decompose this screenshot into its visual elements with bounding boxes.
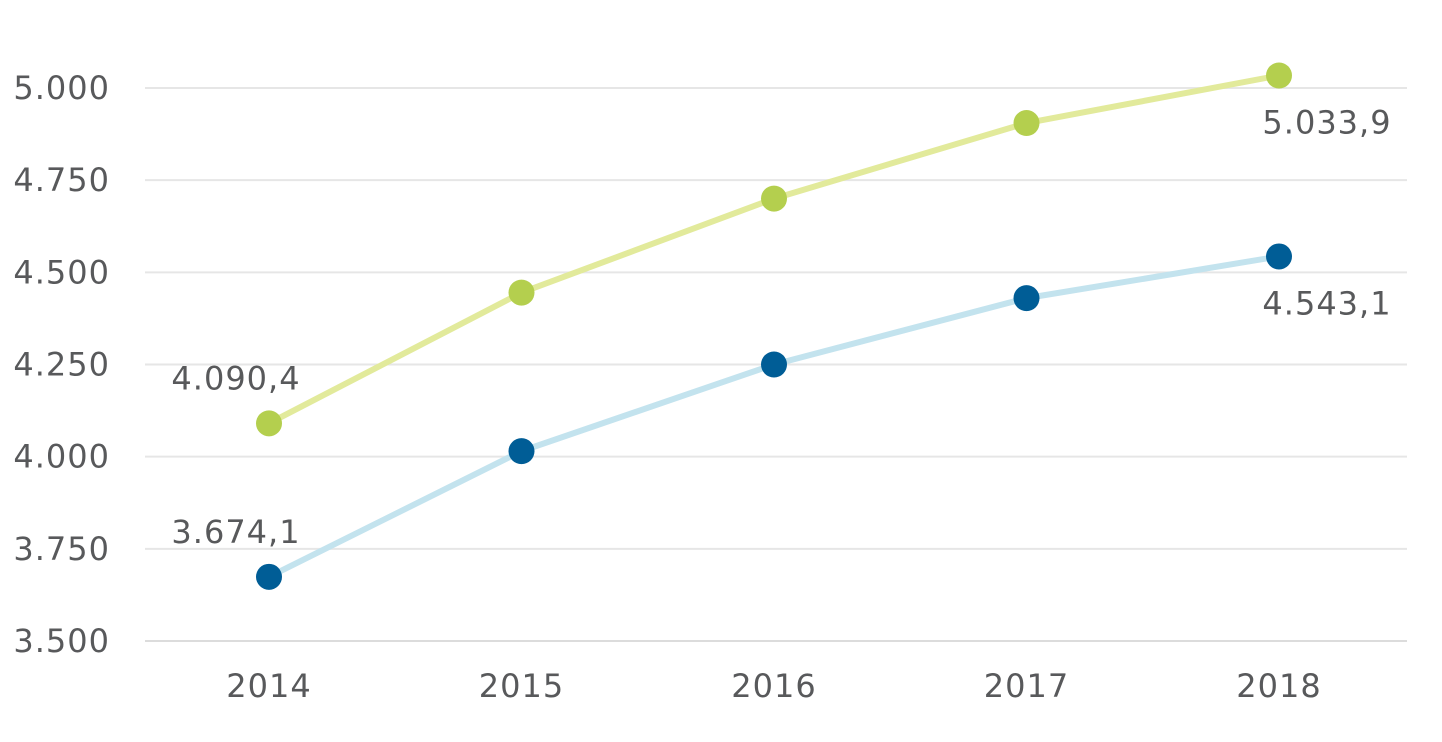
y-tick-label: 4.250: [13, 346, 110, 384]
x-tick-label: 2014: [226, 667, 311, 705]
data-label: 3.674,1: [171, 513, 300, 551]
series-0: [256, 62, 1292, 437]
x-tick-label: 2015: [479, 667, 564, 705]
series-1-point: [761, 351, 787, 378]
y-tick-label: 4.500: [13, 253, 110, 291]
series-1-point: [1013, 285, 1040, 312]
y-tick-label: 4.000: [13, 438, 110, 476]
data-label: 4.090,4: [171, 359, 300, 397]
gridlines: [145, 87, 1407, 642]
series-1-line: [266, 253, 1282, 580]
x-tick-label: 2016: [731, 667, 816, 705]
series-1-point: [508, 438, 535, 465]
series-1-point: [1266, 243, 1292, 270]
y-tick-label: 5.000: [13, 69, 110, 107]
y-tick-label: 3.750: [13, 530, 110, 568]
series-group: [256, 62, 1292, 590]
x-axis-ticks: 2014 2015 2016 2017 2018: [226, 667, 1321, 705]
series-1-point: [256, 563, 282, 590]
data-label: 4.543,1: [1262, 284, 1391, 322]
series-0-point: [761, 185, 787, 212]
data-label: 5.033,9: [1262, 104, 1391, 142]
series-1: [256, 243, 1292, 590]
x-tick-label: 2018: [1236, 667, 1321, 705]
data-labels: 4.090,4 5.033,9 3.674,1 4.543,1: [171, 104, 1391, 551]
series-0-point: [1266, 62, 1292, 89]
series-0-point: [256, 410, 282, 437]
y-tick-label: 4.750: [13, 161, 110, 199]
series-0-point: [1013, 110, 1040, 137]
y-tick-label: 3.500: [13, 622, 110, 660]
x-tick-label: 2017: [984, 667, 1069, 705]
y-axis-ticks: 3.500 3.750 4.000 4.250 4.500 4.750 5.000: [13, 69, 110, 660]
series-0-point: [508, 279, 535, 306]
